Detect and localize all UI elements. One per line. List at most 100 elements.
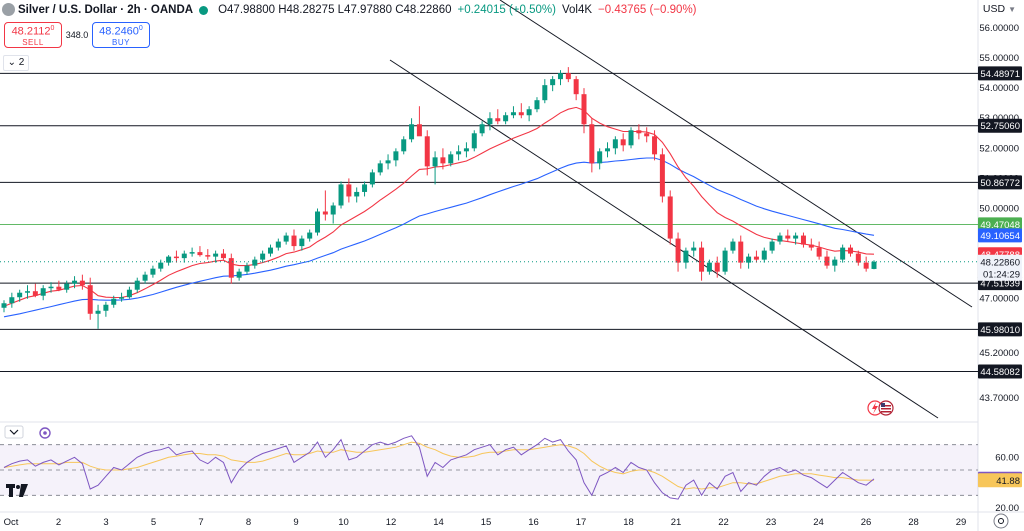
candle-body (17, 292, 23, 298)
silver-logo-icon (2, 3, 15, 16)
time-tick-label: 2 (56, 517, 61, 528)
price-tick-label: 54.00000 (979, 83, 1019, 94)
candle-body (244, 265, 250, 272)
candle-body (181, 253, 187, 259)
candle-body (573, 79, 579, 95)
candle-body (714, 262, 720, 272)
time-tick-label: 29 (956, 517, 967, 528)
candle-body (871, 261, 877, 269)
candle-body (79, 280, 85, 286)
candle-body (56, 286, 62, 290)
candle-body (409, 124, 415, 140)
level-badge: 45.98010 (980, 325, 1020, 336)
candle-body (706, 262, 712, 272)
candle-body (205, 255, 211, 257)
candle-body (550, 79, 556, 86)
candle-body (769, 241, 775, 251)
time-tick-label: 23 (766, 517, 777, 528)
candle-body (628, 130, 634, 146)
ema-slow-line (3, 157, 875, 318)
rsi-line (3, 435, 875, 500)
candle-body (95, 310, 101, 314)
price-tick-label: 50.00000 (979, 203, 1019, 214)
time-tick-label: 26 (861, 517, 872, 528)
candle-body (816, 247, 822, 257)
time-tick-label: 21 (671, 517, 682, 528)
rsi-tick-label: 20.00 (995, 503, 1019, 514)
trend-channel[interactable] (389, 0, 973, 419)
candle-body (291, 235, 297, 247)
candle-body (322, 211, 328, 215)
candle-body (652, 136, 658, 155)
tradingview-logo-icon (6, 484, 28, 502)
candle-body (385, 160, 391, 164)
flag-icons[interactable] (867, 400, 894, 416)
indicator-collapse-toggle[interactable]: ⌄ 2 (3, 55, 29, 71)
candle-body (832, 259, 838, 266)
candle-body (369, 172, 375, 185)
time-tick-label: 7 (198, 517, 203, 528)
candle-body (479, 124, 485, 134)
candle-body (495, 118, 501, 122)
candle-body (189, 252, 195, 254)
candle-body (401, 139, 407, 152)
buy-price: 48.24600 (99, 25, 143, 38)
rsi-ma-badge: 41.88 (996, 476, 1020, 487)
level-badge-bg (978, 175, 1022, 190)
candle-body (471, 133, 477, 149)
indicator-count: 2 (18, 57, 25, 68)
level-badge-bg (978, 118, 1022, 133)
candle-body (738, 241, 744, 263)
candle-body (166, 256, 172, 263)
candle-body (581, 94, 587, 125)
currency-select[interactable]: USD ▼ (983, 3, 1016, 15)
channel-upper-line[interactable] (499, 0, 973, 308)
price-badges: 54.48971 52.75060 50.86772 49.47048 47.51939… (0, 66, 1022, 488)
candle-body (236, 271, 242, 278)
sell-button[interactable]: 48.21120 SELL (4, 22, 62, 48)
candle-body (636, 130, 642, 134)
candle-body (346, 184, 352, 197)
candle-body (808, 244, 814, 248)
level-badge: 52.75060 (980, 121, 1020, 132)
time-tick-label: 9 (293, 517, 298, 528)
level-badge-bg (978, 217, 1022, 232)
candle-body (683, 250, 689, 263)
goto-date-icon[interactable] (993, 513, 1009, 529)
level-badge-bg (978, 364, 1022, 379)
candle-body (612, 139, 618, 149)
time-axis[interactable]: Oct 2 3 5 7 8 9 10 12 14 15 16 17 18 21 22 23 24 26 28 29 (4, 517, 967, 528)
candle-body (228, 258, 234, 278)
candle-body (362, 184, 368, 192)
horizontal-levels[interactable] (0, 72, 978, 373)
price-change: +0.24015 (+0.50%) (457, 4, 556, 16)
us-flag-stripes (881, 405, 891, 407)
channel-lower-line[interactable] (389, 59, 939, 419)
rsi-settings-icon[interactable] (4, 425, 51, 439)
candle-body (220, 253, 226, 259)
last-price-badge: 48.22860 (980, 257, 1020, 268)
candle-body (518, 112, 524, 116)
candle-body (534, 100, 540, 110)
candle-body (126, 289, 132, 298)
us-flag-stripes-3 (881, 411, 891, 413)
time-tick-label: 5 (151, 517, 156, 528)
candle-body (158, 262, 164, 269)
volume-change: −0.43765 (−0.90%) (598, 4, 697, 16)
candle-body (503, 115, 509, 122)
level-badge: 47.51939 (980, 279, 1020, 290)
price-tick-label: 52.00000 (979, 143, 1019, 154)
candle-body (840, 247, 846, 260)
time-tick-label: 3 (103, 517, 108, 528)
sell-label: SELL (22, 37, 44, 47)
level-badge: 44.58082 (980, 367, 1020, 378)
symbol-title[interactable]: Silver / U.S. Dollar · 2h · OANDA (18, 4, 194, 16)
buy-button[interactable]: 48.24600 BUY (92, 22, 150, 48)
candle-body (510, 112, 516, 116)
last-price-bg (978, 254, 1022, 281)
currency-label: USD (982, 3, 1006, 15)
candle-body (25, 291, 31, 293)
candle-body (730, 241, 736, 251)
candle-body (354, 191, 360, 197)
